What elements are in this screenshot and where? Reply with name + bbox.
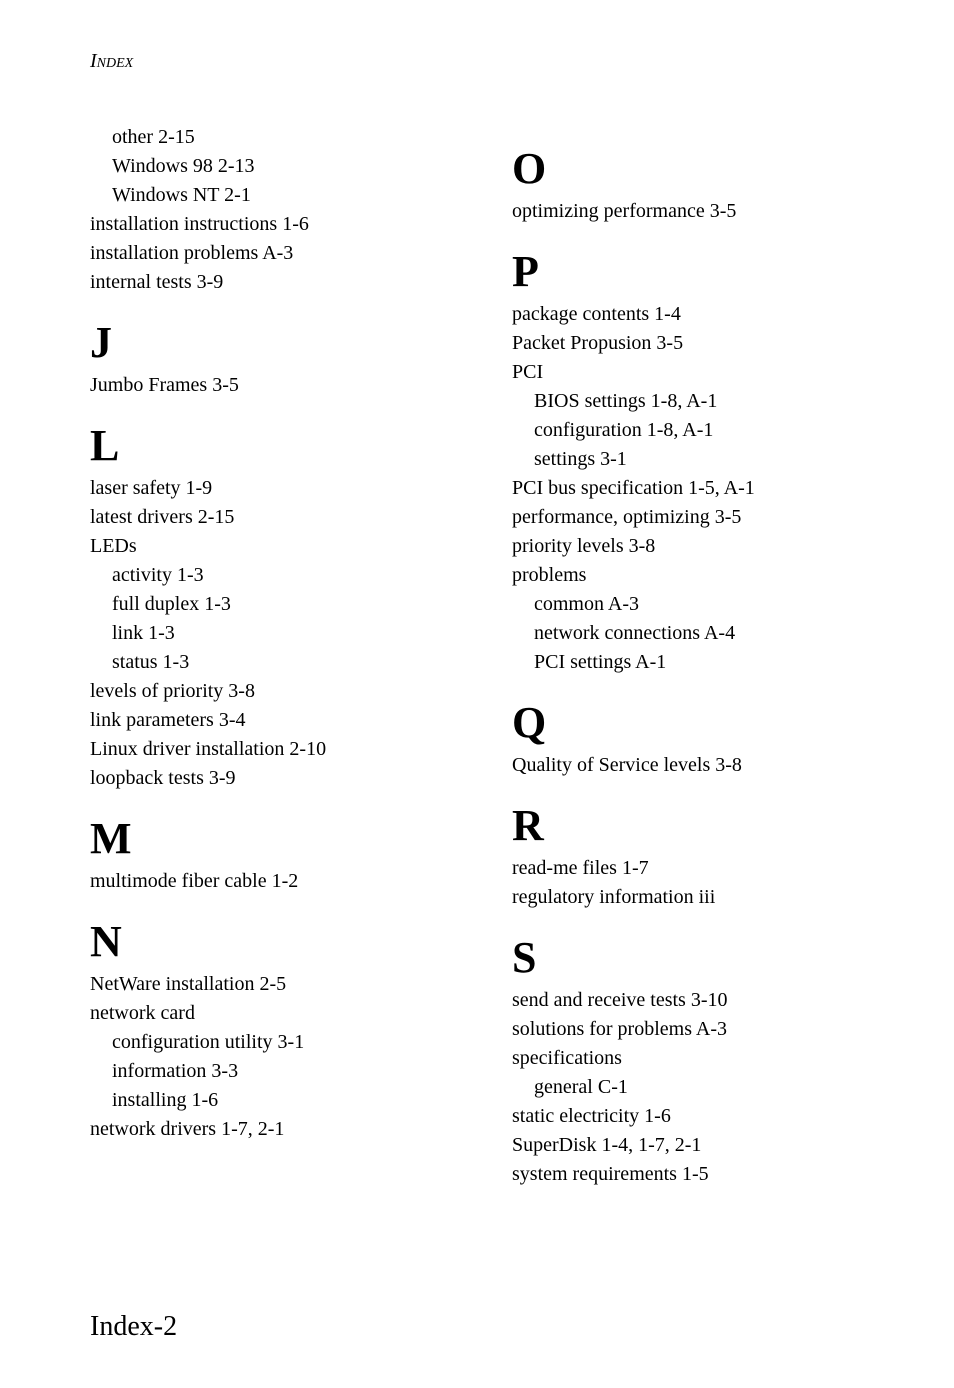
index-entry: link parameters 3-4 [90, 706, 462, 735]
index-entry: priority levels 3-8 [512, 532, 884, 561]
index-entry: Jumbo Frames 3-5 [90, 371, 462, 400]
index-entry: multimode fiber cable 1-2 [90, 867, 462, 896]
index-entry: specifications [512, 1044, 884, 1073]
index-entry: network drivers 1-7, 2-1 [90, 1115, 462, 1144]
section-letter: O [512, 147, 884, 191]
index-entry: Windows NT 2-1 [90, 181, 462, 210]
section-letter: R [512, 804, 884, 848]
section-letter: Q [512, 701, 884, 745]
index-entry: send and receive tests 3-10 [512, 986, 884, 1015]
index-entry: installation instructions 1-6 [90, 210, 462, 239]
index-entry: BIOS settings 1-8, A-1 [512, 387, 884, 416]
index-entry: common A-3 [512, 590, 884, 619]
index-columns: other 2-15Windows 98 2-13Windows NT 2-1i… [90, 123, 884, 1189]
page-footer: Index-2 [90, 1311, 177, 1343]
index-entry: package contents 1-4 [512, 300, 884, 329]
index-entry: installation problems A-3 [90, 239, 462, 268]
index-entry: optimizing performance 3-5 [512, 197, 884, 226]
index-entry: configuration utility 3-1 [90, 1028, 462, 1057]
right-column: Ooptimizing performance 3-5 Ppackage cont… [512, 123, 884, 1189]
index-entry: PCI bus specification 1-5, A-1 [512, 474, 884, 503]
index-entry: Packet Propusion 3-5 [512, 329, 884, 358]
index-entry: problems [512, 561, 884, 590]
index-entry: network connections A-4 [512, 619, 884, 648]
index-entry: latest drivers 2-15 [90, 503, 462, 532]
index-entry: loopback tests 3-9 [90, 764, 462, 793]
index-entry: network card [90, 999, 462, 1028]
index-entry: link 1-3 [90, 619, 462, 648]
index-entry: static electricity 1-6 [512, 1102, 884, 1131]
index-entry: Quality of Service levels 3-8 [512, 751, 884, 780]
index-entry: NetWare installation 2-5 [90, 970, 462, 999]
index-entry: status 1-3 [90, 648, 462, 677]
section-letter: L [90, 424, 462, 468]
index-entry: activity 1-3 [90, 561, 462, 590]
index-entry: LEDs [90, 532, 462, 561]
index-entry: Linux driver installation 2-10 [90, 735, 462, 764]
index-entry: full duplex 1-3 [90, 590, 462, 619]
index-entry: settings 3-1 [512, 445, 884, 474]
index-entry: PCI [512, 358, 884, 387]
index-entry: laser safety 1-9 [90, 474, 462, 503]
page-header: Index [90, 50, 884, 73]
index-entry: read-me files 1-7 [512, 854, 884, 883]
section-letter: J [90, 321, 462, 365]
index-entry: general C-1 [512, 1073, 884, 1102]
index-entry: system requirements 1-5 [512, 1160, 884, 1189]
left-column: other 2-15Windows 98 2-13Windows NT 2-1i… [90, 123, 462, 1189]
section-letter: P [512, 250, 884, 294]
section-letter: M [90, 817, 462, 861]
index-entry: internal tests 3-9 [90, 268, 462, 297]
index-entry: SuperDisk 1-4, 1-7, 2-1 [512, 1131, 884, 1160]
index-entry: PCI settings A-1 [512, 648, 884, 677]
index-entry: installing 1-6 [90, 1086, 462, 1115]
index-entry: levels of priority 3-8 [90, 677, 462, 706]
index-entry: configuration 1-8, A-1 [512, 416, 884, 445]
section-letter: N [90, 920, 462, 964]
index-entry: Windows 98 2-13 [90, 152, 462, 181]
index-entry: information 3-3 [90, 1057, 462, 1086]
section-letter: S [512, 936, 884, 980]
index-entry: regulatory information iii [512, 883, 884, 912]
index-entry: performance, optimizing 3-5 [512, 503, 884, 532]
index-entry: solutions for problems A-3 [512, 1015, 884, 1044]
index-entry: other 2-15 [90, 123, 462, 152]
